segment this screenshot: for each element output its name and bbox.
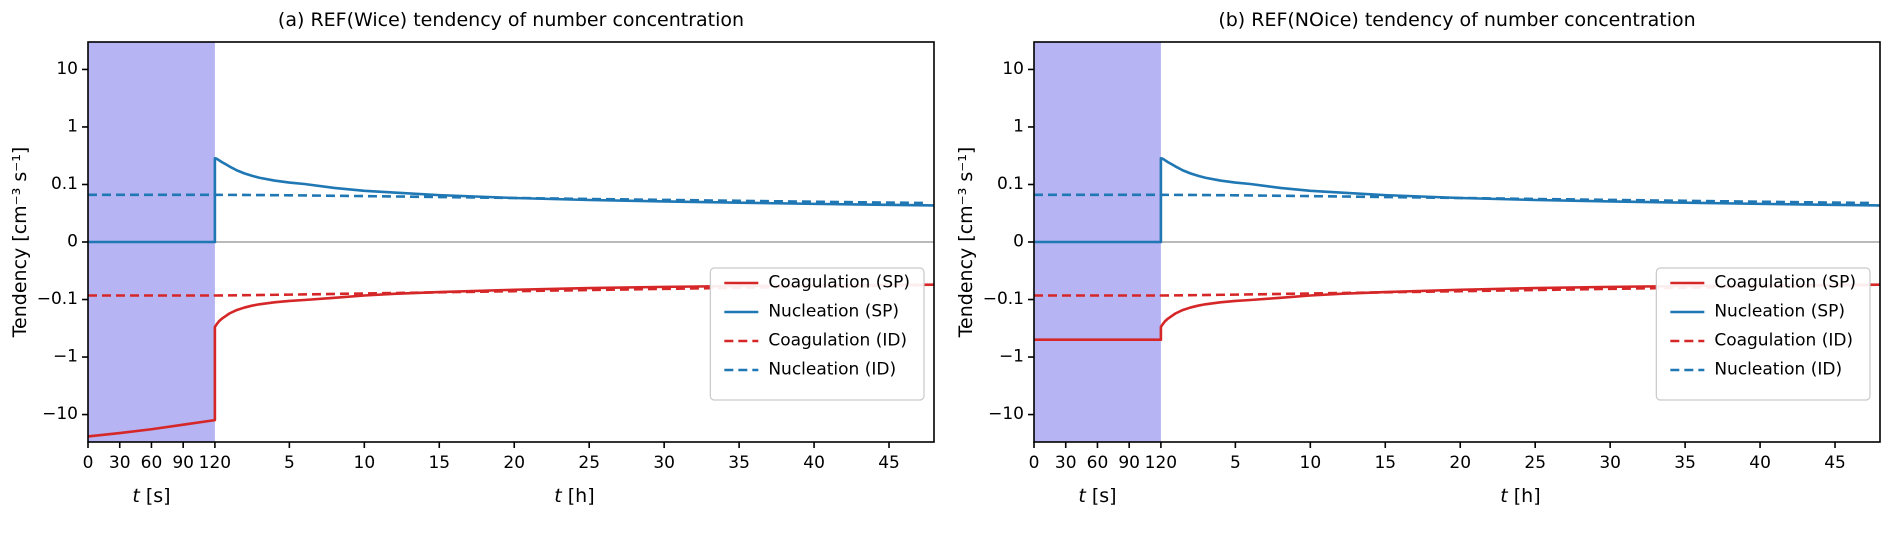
chart-panel-b	[946, 0, 1892, 537]
panel-b: (b) REF(NOice) tendency of number concen…	[946, 0, 1892, 537]
chart-panel-a	[0, 0, 946, 537]
panel-a: (a) REF(Wice) tendency of number concent…	[0, 0, 946, 537]
